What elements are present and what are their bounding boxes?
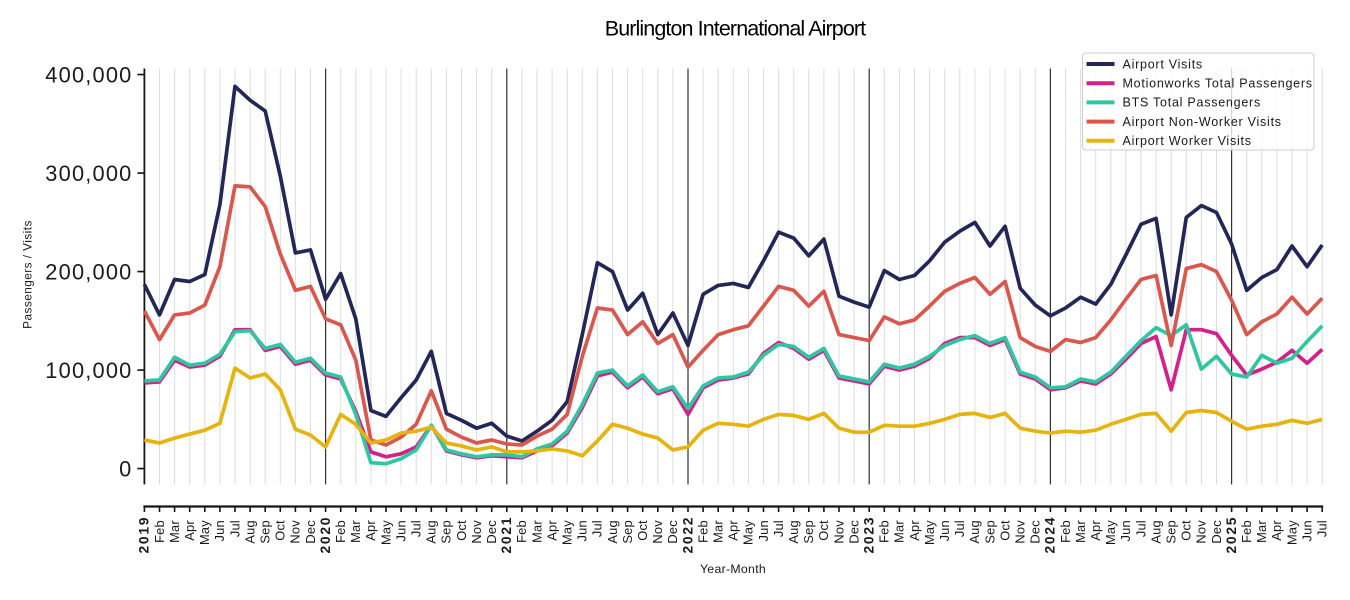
svg-text:Aug: Aug — [786, 520, 801, 543]
svg-text:Apr: Apr — [1088, 520, 1103, 541]
svg-text:2019: 2019 — [136, 516, 152, 554]
svg-text:Jun: Jun — [937, 520, 952, 541]
svg-text:Aug: Aug — [424, 520, 439, 543]
svg-text:Jun: Jun — [575, 520, 590, 541]
svg-text:Sep: Sep — [258, 520, 273, 543]
svg-text:Nov: Nov — [831, 520, 846, 544]
svg-text:Mar: Mar — [711, 520, 726, 543]
svg-text:Mar: Mar — [167, 520, 182, 543]
svg-text:2025: 2025 — [1223, 516, 1239, 554]
svg-text:Feb: Feb — [877, 520, 892, 543]
svg-text:Sep: Sep — [982, 520, 997, 543]
svg-text:Apr: Apr — [182, 520, 197, 541]
svg-text:Jun: Jun — [1299, 520, 1314, 541]
svg-text:Feb: Feb — [514, 520, 529, 543]
svg-text:2023: 2023 — [861, 516, 877, 554]
svg-text:Dec: Dec — [1209, 520, 1224, 544]
svg-text:2022: 2022 — [679, 516, 695, 554]
svg-text:Jun: Jun — [212, 520, 227, 541]
svg-text:Jul: Jul — [590, 520, 605, 537]
svg-text:BTS Total Passengers: BTS Total Passengers — [1123, 96, 1261, 110]
svg-text:Nov: Nov — [1013, 520, 1028, 544]
svg-text:Nov: Nov — [1194, 520, 1209, 544]
svg-text:Oct: Oct — [997, 520, 1012, 541]
svg-text:Aug: Aug — [967, 520, 982, 543]
svg-text:400,000: 400,000 — [45, 62, 132, 87]
svg-text:May: May — [1284, 520, 1299, 545]
svg-text:Mar: Mar — [1073, 520, 1088, 543]
svg-text:200,000: 200,000 — [45, 259, 132, 284]
svg-text:Jul: Jul — [1315, 520, 1330, 537]
svg-text:Dec: Dec — [484, 520, 499, 544]
svg-text:Dec: Dec — [665, 520, 680, 544]
svg-text:2024: 2024 — [1042, 516, 1058, 554]
svg-text:Oct: Oct — [454, 520, 469, 541]
svg-text:2020: 2020 — [317, 516, 333, 554]
svg-text:Oct: Oct — [273, 520, 288, 541]
svg-text:Sep: Sep — [620, 520, 635, 543]
svg-text:100,000: 100,000 — [45, 358, 132, 383]
svg-text:Aug: Aug — [1148, 520, 1163, 543]
svg-text:Apr: Apr — [726, 520, 741, 541]
svg-text:Feb: Feb — [1058, 520, 1073, 543]
svg-text:Jul: Jul — [1133, 520, 1148, 537]
svg-text:Oct: Oct — [1179, 520, 1194, 541]
svg-text:Jun: Jun — [1118, 520, 1133, 541]
svg-text:May: May — [922, 520, 937, 545]
svg-text:Jul: Jul — [227, 520, 242, 537]
svg-text:Sep: Sep — [801, 520, 816, 543]
svg-text:Mar: Mar — [348, 520, 363, 543]
svg-text:Mar: Mar — [1254, 520, 1269, 543]
svg-text:Jun: Jun — [756, 520, 771, 541]
svg-text:Jun: Jun — [393, 520, 408, 541]
svg-text:May: May — [378, 520, 393, 545]
svg-text:Jul: Jul — [771, 520, 786, 537]
svg-text:Jul: Jul — [409, 520, 424, 537]
svg-text:Dec: Dec — [1028, 520, 1043, 544]
svg-text:Airport Non-Worker Visits: Airport Non-Worker Visits — [1123, 115, 1282, 129]
svg-text:Feb: Feb — [333, 520, 348, 543]
svg-text:Aug: Aug — [242, 520, 257, 543]
svg-text:Sep: Sep — [439, 520, 454, 543]
svg-text:May: May — [1103, 520, 1118, 545]
svg-text:Sep: Sep — [1164, 520, 1179, 543]
svg-text:Feb: Feb — [695, 520, 710, 543]
svg-text:Jul: Jul — [952, 520, 967, 537]
svg-text:Airport Worker Visits: Airport Worker Visits — [1123, 134, 1252, 148]
svg-text:Feb: Feb — [1239, 520, 1254, 543]
svg-text:Apr: Apr — [544, 520, 559, 541]
svg-text:Airport Visits: Airport Visits — [1123, 57, 1203, 71]
svg-text:Nov: Nov — [650, 520, 665, 544]
svg-text:Year-Month: Year-Month — [700, 562, 766, 576]
svg-text:May: May — [197, 520, 212, 545]
svg-text:Nov: Nov — [288, 520, 303, 544]
svg-text:Apr: Apr — [363, 520, 378, 541]
svg-text:May: May — [560, 520, 575, 545]
svg-text:Feb: Feb — [152, 520, 167, 543]
svg-text:Nov: Nov — [469, 520, 484, 544]
svg-text:Mar: Mar — [529, 520, 544, 543]
svg-text:Motionworks Total Passengers: Motionworks Total Passengers — [1123, 77, 1313, 91]
svg-text:300,000: 300,000 — [45, 161, 132, 186]
svg-text:Oct: Oct — [635, 520, 650, 541]
svg-text:Dec: Dec — [846, 520, 861, 544]
svg-text:Apr: Apr — [907, 520, 922, 541]
svg-text:2021: 2021 — [498, 516, 514, 554]
svg-text:Passengers / Visits: Passengers / Visits — [21, 220, 35, 329]
svg-text:Mar: Mar — [892, 520, 907, 543]
svg-text:Burlington International Airpo: Burlington International Airport — [605, 17, 866, 41]
svg-text:Apr: Apr — [1269, 520, 1284, 541]
svg-text:Dec: Dec — [303, 520, 318, 544]
svg-text:Aug: Aug — [605, 520, 620, 543]
svg-text:0: 0 — [119, 456, 132, 481]
svg-text:Oct: Oct — [816, 520, 831, 541]
svg-text:May: May — [741, 520, 756, 545]
